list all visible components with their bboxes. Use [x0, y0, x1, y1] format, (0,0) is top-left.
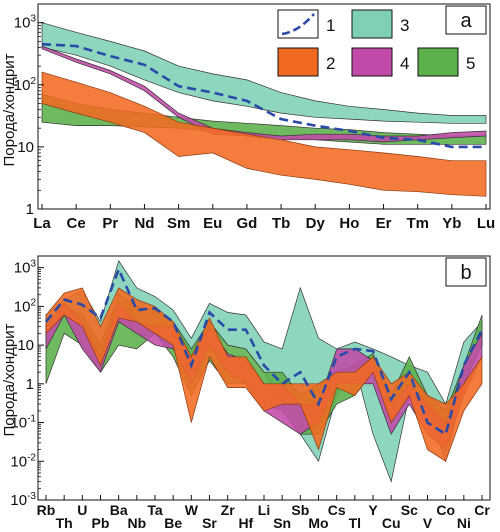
panel-b-x-tick-label-Th: Th [56, 515, 73, 531]
legend-item-5: 5 [417, 47, 475, 77]
panel-b-x-tick-label-Sb: Sb [291, 502, 309, 518]
panel-b-x-tick-label-Cu: Cu [382, 515, 401, 531]
legend-label-3: 3 [400, 16, 409, 35]
panel-b-y-tick-label: 103 [14, 259, 37, 277]
panel-b-x-tick-label-Ni: Ni [457, 515, 471, 531]
panel-a-legend: 1 3 2 4 5 [277, 9, 475, 77]
panel-b-x-tick-label-Y: Y [368, 502, 378, 518]
legend-item-2: 2 [277, 47, 335, 77]
panel-b-x-tick-label-Sr: Sr [202, 515, 217, 531]
panel-a-x-tick-label-Nd: Nd [134, 215, 154, 232]
panel-a-x-tick-label-Pr: Pr [102, 215, 118, 232]
panel-a-x-tick-label-Sm: Sm [167, 215, 190, 232]
panel-b-label: b [460, 262, 471, 284]
panel-b-y-tick-label: 10-3 [10, 491, 36, 509]
legend-label-4: 4 [400, 54, 409, 73]
panel-a-x-tick-label-Lu: Lu [477, 215, 495, 232]
legend-item-3: 3 [351, 9, 409, 39]
panel-b-tag: b [445, 257, 487, 287]
legend-swatch-2 [277, 47, 319, 77]
panel-a-y-tick-label: 102 [14, 76, 37, 94]
panel-b-y-tick-label: 102 [14, 297, 37, 315]
panel-b-x-tick-label-Be: Be [164, 515, 182, 531]
panel-a-frame [37, 3, 491, 210]
panel-a-x-tick-label-Er: Er [376, 215, 392, 232]
panel-b-x-tick-label-Sn: Sn [273, 515, 291, 531]
panel-b-line-series-1 [44, 265, 484, 437]
panel-b-x-tick-label-Pb: Pb [92, 515, 110, 531]
panel-a-x-tick-label-Tb: Tb [272, 215, 290, 232]
panel-b-x-tick-label-Cs: Cs [328, 502, 346, 518]
panel-a-y-tick-label: 103 [14, 14, 37, 32]
legend-swatch-3 [351, 9, 393, 39]
panel-b-x-tick-label-Ta: Ta [147, 502, 163, 518]
panel-b-x-tick-label-Co: Co [436, 502, 455, 518]
panel-a-band-series-4 [41, 45, 487, 143]
panel-a-x-tick-label-Eu: Eu [203, 215, 222, 232]
panel-a-x-tick-label-Yb: Yb [442, 215, 461, 232]
panel-a-x-tick-label-Dy: Dy [306, 215, 326, 232]
panel-b-x-tick-label-Mo: Mo [308, 515, 328, 531]
panel-a-band-series-3 [41, 22, 487, 124]
panel-b-x-tick-label-Rb: Rb [37, 502, 56, 518]
legend-label-2: 2 [326, 54, 335, 73]
legend-swatch-5 [417, 47, 459, 77]
legend-label-1: 1 [326, 16, 335, 35]
panel-a-series [41, 22, 487, 197]
panel-a-x-tick-label-La: La [33, 215, 51, 232]
panel-b-series [44, 259, 484, 483]
panel-b-x-tick-label-Nb: Nb [127, 515, 146, 531]
panel-b-x-tick-label-Zr: Zr [221, 502, 236, 518]
panel-b-x-tick-label-Hf: Hf [238, 515, 253, 531]
panel-b-band-series-2 [45, 287, 483, 462]
legend-item-4: 4 [351, 47, 409, 77]
panel-b-y-tick-label: 10 [17, 337, 34, 354]
panel-b-x-tick-label-V: V [423, 515, 433, 531]
legend-item-1: 1 [277, 9, 335, 39]
panel-b-band-series-3 [45, 259, 483, 483]
panel-b-x-tick-label-Ba: Ba [110, 502, 128, 518]
panel-b-x-tick-label-W: W [185, 502, 199, 518]
panel-b-x-tick-label-Sc: Sc [401, 502, 418, 518]
panel-a-label: a [460, 10, 472, 32]
panel-b-y-tick-label: 10-2 [10, 452, 36, 470]
legend-line-1 [281, 13, 315, 36]
panel-b-x-tick-label-Li: Li [258, 502, 270, 518]
panel-a-line-series-1 [41, 42, 486, 149]
panel-b-x-tick-label-U: U [77, 502, 87, 518]
panel-a-y-tick-label: 1 [26, 201, 34, 218]
panel-a-x-tick-label-Ho: Ho [339, 215, 359, 232]
panel-a-tag: a [445, 5, 487, 35]
panel-b-y-axis-label: Порода/хондрит [1, 323, 18, 436]
panel-a-x-ticks: La Ce Pr Nd Sm Eu Gd Tb Dy Ho Er Tm Yb Lu [33, 204, 495, 232]
panel-b-x-tick-label-Tl: Tl [349, 515, 361, 531]
panel-a-y-axis-label: Порода/хондрит [1, 53, 18, 166]
panel-a-y-tick-label: 10 [17, 139, 34, 156]
panel-b-x-tick-label-Cr: Cr [474, 502, 490, 518]
panel-a-x-tick-label-Ce: Ce [67, 215, 86, 232]
panel-a-x-tick-label-Tm: Tm [406, 215, 429, 232]
legend-label-5: 5 [466, 54, 475, 73]
panel-a-band-series-2 [41, 71, 487, 197]
panel-b-y-tick-label: 1 [26, 376, 34, 393]
panel-a-x-tick-label-Gd: Gd [237, 215, 258, 232]
panel-b-y-tick-label: 10-1 [10, 414, 36, 432]
legend-swatch-4 [351, 47, 393, 77]
